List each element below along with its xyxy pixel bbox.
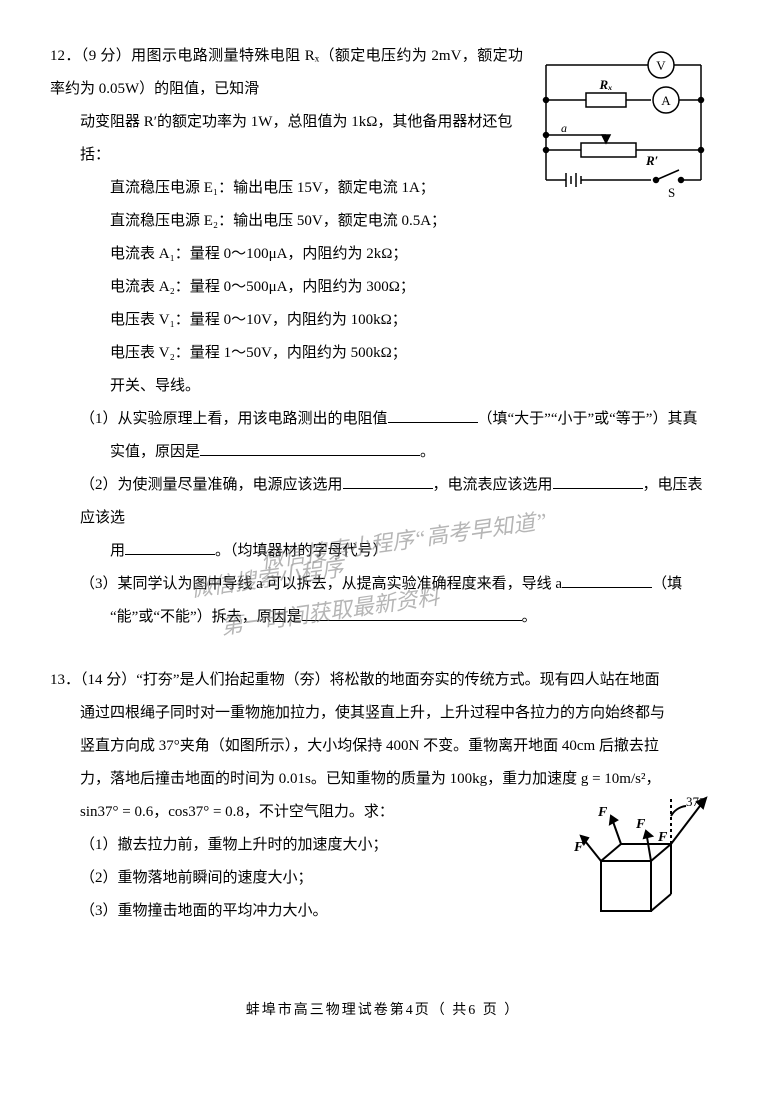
blank[interactable]	[125, 539, 215, 555]
circuit-diagram: V A Rₓ a R′ S	[531, 45, 716, 200]
force-f-4: F	[657, 830, 668, 845]
blank[interactable]	[302, 605, 522, 621]
question-13: 13．（14 分）“打夯”是人们抬起重物（夯）将松散的地面夯实的传统方式。现有四…	[50, 664, 716, 936]
q13-stem-4: 力，落地后撞击地面的时间为 0.01s。已知重物的质量为 100kg，重力加速度…	[80, 763, 716, 796]
force-f-3: F	[635, 817, 646, 832]
q12-part2b: 用。（均填器材的字母代号）	[110, 535, 716, 568]
q12-item-5: 电压表 V₂：量程 1～50V，内阻约为 500kΩ；	[110, 337, 716, 370]
q12-number: 12．（9 分）	[50, 48, 131, 64]
switch-label: S	[668, 185, 675, 200]
q13-stem-2: 通过四根绳子同时对一重物施加拉力，使其竖直上升，上升过程中各拉力的方向始终都与	[80, 697, 716, 730]
q13-stem-3: 竖直方向成 37°夹角（如图所示），大小均保持 400N 不变。重物离开地面 4…	[80, 730, 716, 763]
angle-label: 37°	[686, 794, 704, 809]
blank[interactable]	[343, 473, 433, 489]
voltmeter-label: V	[656, 58, 666, 73]
rx-label: Rₓ	[598, 77, 612, 92]
force-f-2: F	[597, 805, 608, 820]
q12-part2: （2）为使测量尽量准确，电源应该选用，电流表应该选用，电压表应该选	[80, 469, 716, 535]
q12-item-3: 电流表 A₂：量程 0～500μA，内阻约为 300Ω；	[110, 271, 716, 304]
q12-item-4: 电压表 V₁：量程 0～10V，内阻约为 100kΩ；	[110, 304, 716, 337]
blank[interactable]	[200, 440, 420, 456]
blank[interactable]	[562, 572, 652, 588]
q12-item-6: 开关、导线。	[110, 370, 716, 403]
force-diagram: F F F F 37°	[546, 786, 716, 936]
page-footer: 蚌埠市高三物理试卷第4页（ 共6 页 ）	[50, 996, 716, 1027]
blank[interactable]	[553, 473, 643, 489]
force-f-1: F	[573, 840, 584, 855]
q12-part3: （3）某同学认为图中导线 a 可以拆去，从提高实验准确程度来看，导线 a（填	[80, 568, 716, 601]
q12-part3b: “能”或“不能”）拆去，原因是。	[110, 601, 716, 634]
blank[interactable]	[388, 407, 478, 423]
q12-part1b: 实值，原因是。	[110, 436, 716, 469]
q13-number: 13．（14 分）	[50, 672, 136, 688]
rprime-label: R′	[645, 153, 659, 168]
ammeter-label: A	[661, 93, 671, 108]
wire-a-label: a	[561, 121, 567, 135]
question-12: V A Rₓ a R′ S 12．（9 分）用图示电路测量特殊电阻 Rₓ（额定电…	[50, 40, 716, 634]
q12-part1: （1）从实验原理上看，用该电路测出的电阻值（填“大于”“小于”或“等于”）其真	[80, 403, 716, 436]
q12-item-1: 直流稳压电源 E₂：输出电压 50V，额定电流 0.5A；	[110, 205, 716, 238]
q13-stem: 13．（14 分）“打夯”是人们抬起重物（夯）将松散的地面夯实的传统方式。现有四…	[50, 664, 716, 697]
q12-item-2: 电流表 A₁：量程 0～100μA，内阻约为 2kΩ；	[110, 238, 716, 271]
